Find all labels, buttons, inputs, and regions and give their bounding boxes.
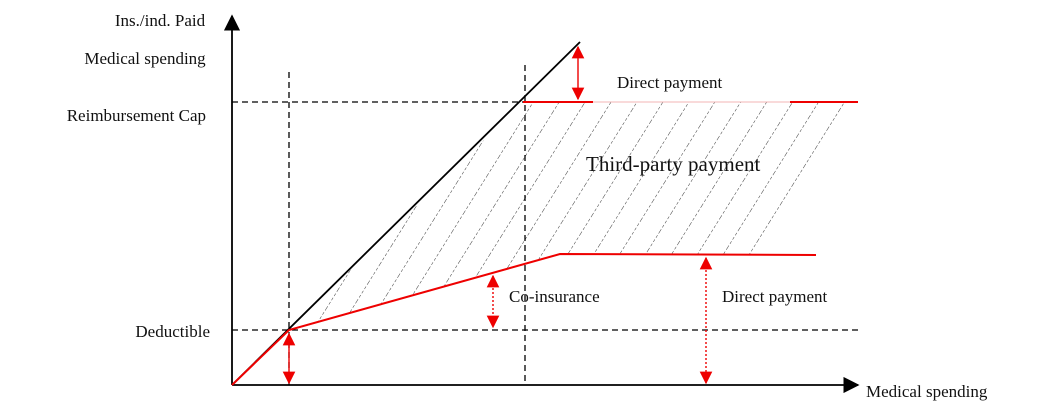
level-label: Reimbursement Cap [67, 106, 206, 125]
total-line [231, 41, 581, 386]
level-label: Deductible [135, 322, 210, 341]
hatch-region [289, 102, 845, 330]
region-label: Direct payment [722, 287, 828, 306]
payment-lines [231, 101, 858, 386]
region-label: Direct payment [617, 73, 723, 92]
region-label: Co-insurance [509, 287, 600, 306]
x-axis-label: Medical spending [866, 382, 988, 401]
axes [223, 14, 860, 394]
y-axis-label: Medical spending [84, 49, 206, 68]
y-axis-label: Ins./ind. Paid [115, 11, 206, 30]
region-label: Third-party payment [586, 152, 761, 176]
arrows [282, 45, 713, 385]
